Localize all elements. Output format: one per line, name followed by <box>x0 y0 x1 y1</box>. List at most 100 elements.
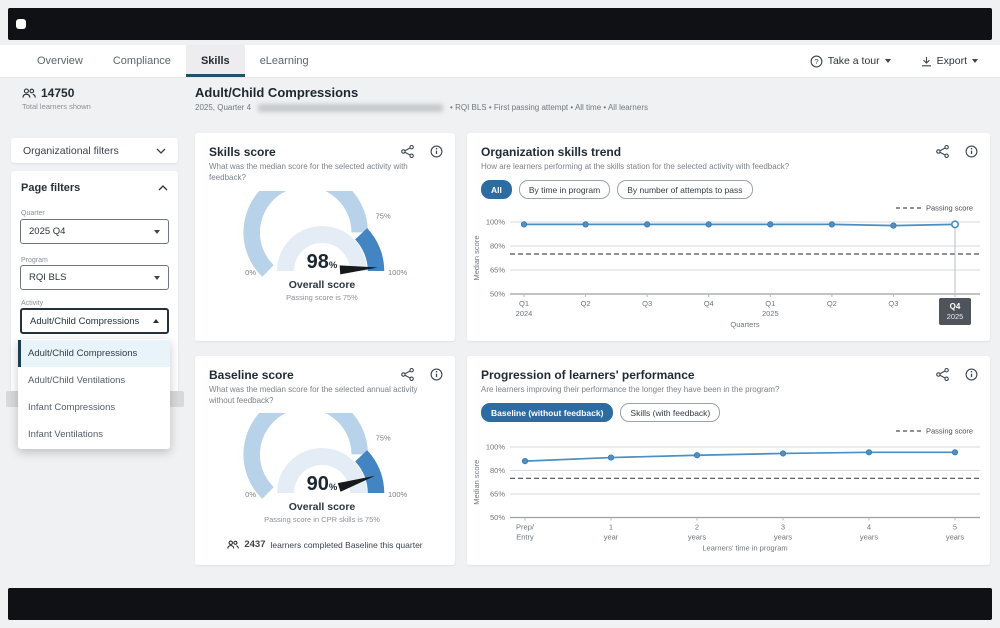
organizational-filters-toggle[interactable]: Organizational filters <box>11 138 178 163</box>
skills-score-card: Skills score What was the median score f… <box>195 133 455 341</box>
svg-text:year: year <box>604 533 619 542</box>
chevron-up-icon <box>158 185 168 191</box>
quarter-value: 2025 Q4 <box>29 226 66 237</box>
tab-skills[interactable]: Skills <box>185 45 245 77</box>
svg-text:2: 2 <box>695 523 699 532</box>
svg-text:90%: 90% <box>307 473 338 495</box>
svg-text:5: 5 <box>953 523 957 532</box>
page-filters-header[interactable]: Page filters <box>21 182 168 194</box>
svg-text:4: 4 <box>867 523 871 532</box>
progression-chart: 100% 80% 65% 50% Prep/Entry 1 year 2 years 3 years… <box>470 423 986 559</box>
page-filters-title: Page filters <box>21 182 81 194</box>
svg-text:0%: 0% <box>245 490 256 499</box>
svg-text:Q2: Q2 <box>827 299 837 308</box>
learners-count: 14750 <box>41 86 75 100</box>
share-icon[interactable] <box>401 368 414 381</box>
info-icon[interactable] <box>965 368 978 381</box>
quarter-select[interactable]: 2025 Q4 <box>20 219 169 244</box>
svg-text:3: 3 <box>781 523 785 532</box>
baseline-score-card: Baseline score What was the median score… <box>195 356 455 565</box>
learners-stat: 14750 Total learners shown <box>22 86 91 111</box>
info-icon[interactable] <box>965 145 978 158</box>
svg-text:years: years <box>946 533 965 542</box>
tab-compliance[interactable]: Compliance <box>112 55 171 67</box>
svg-text:Q3: Q3 <box>888 299 898 308</box>
svg-text:2025: 2025 <box>762 309 779 318</box>
card-subtitle: What was the median score for the select… <box>209 162 408 183</box>
program-label: Program <box>21 257 48 264</box>
svg-text:Overall score: Overall score <box>289 501 356 513</box>
dropdown-option-infant-compressions[interactable]: Infant Compressions <box>28 402 116 413</box>
activity-value: Adult/Child Compressions <box>30 315 140 327</box>
svg-text:75%: 75% <box>376 433 391 442</box>
chevron-up-icon <box>153 319 159 323</box>
svg-text:Median score: Median score <box>472 460 481 505</box>
svg-text:Passing score in CPR skills is: Passing score in CPR skills is 75% <box>264 515 380 524</box>
app-top-bar <box>8 8 992 40</box>
baseline-score-gauge: 0% 100% 75% 90% Overall score Passing score i… <box>210 413 440 541</box>
dropdown-option-adult-child-compressions[interactable]: Adult/Child Compressions <box>18 340 170 367</box>
chevron-down-icon <box>884 59 891 63</box>
svg-text:98%: 98% <box>307 251 338 273</box>
svg-text:65%: 65% <box>490 266 505 275</box>
pill-by-time-in-program[interactable]: By time in program <box>518 180 611 199</box>
baseline-gauge-svg: 0% 100% 75% 90% Overall score Passing score i… <box>243 413 408 524</box>
question-icon: ? <box>810 55 823 68</box>
people-icon <box>227 540 240 549</box>
svg-text:Q4: Q4 <box>704 299 714 308</box>
svg-text:Q4: Q4 <box>950 302 961 311</box>
svg-text:100%: 100% <box>388 490 408 499</box>
tab-overview[interactable]: Overview <box>37 55 83 67</box>
skills-gauge-svg: 0% 100% 75% 98% Overall score Passing score i… <box>243 191 408 302</box>
card-title: Baseline score <box>209 368 294 382</box>
export-button[interactable]: Export <box>921 55 978 67</box>
skills-score-gauge: 0% 100% 75% 98% Overall score Passing score i… <box>210 191 440 319</box>
svg-text:Entry: Entry <box>516 533 534 542</box>
svg-text:Q2: Q2 <box>581 299 591 308</box>
svg-text:80%: 80% <box>490 466 505 475</box>
program-value: RQI BLS <box>29 272 67 283</box>
take-a-tour-button[interactable]: ? Take a tour <box>810 55 891 68</box>
svg-text:50%: 50% <box>490 513 505 522</box>
chevron-down-icon <box>154 275 160 280</box>
svg-text:years: years <box>774 533 793 542</box>
download-icon <box>921 56 932 67</box>
svg-text:2024: 2024 <box>516 309 533 318</box>
activity-dropdown-menu: Adult/Child Compressions Adult/Child Ven… <box>18 339 170 449</box>
svg-text:Q1: Q1 <box>519 299 529 308</box>
chevron-down-icon <box>154 229 160 234</box>
dropdown-option-adult-child-ventilations[interactable]: Adult/Child Ventilations <box>28 375 126 386</box>
info-icon[interactable] <box>430 145 443 158</box>
svg-text:Quarters: Quarters <box>730 320 759 329</box>
share-icon[interactable] <box>936 368 949 381</box>
chevron-down-icon <box>972 59 978 63</box>
info-icon[interactable] <box>430 368 443 381</box>
svg-text:2025: 2025 <box>947 312 964 321</box>
share-icon[interactable] <box>401 145 414 158</box>
pill-by-attempts-to-pass[interactable]: By number of attempts to pass <box>617 180 753 199</box>
dropdown-option-infant-ventilations[interactable]: Infant Ventilations <box>28 429 103 440</box>
baseline-learner-count: 2437 <box>244 539 266 550</box>
subtitle-prefix: 2025, Quarter 4 <box>195 103 252 112</box>
pill-baseline-without-feedback[interactable]: Baseline (without feedback) <box>481 403 614 422</box>
card-subtitle: How are learners performing at the skill… <box>481 162 790 171</box>
svg-text:Passing score: Passing score <box>926 427 973 436</box>
svg-text:100%: 100% <box>388 268 408 277</box>
pill-skills-with-feedback[interactable]: Skills (with feedback) <box>620 403 721 422</box>
svg-text:75%: 75% <box>376 211 391 220</box>
svg-text:Median score: Median score <box>472 235 481 280</box>
svg-text:Prep/: Prep/ <box>516 523 535 532</box>
program-select[interactable]: RQI BLS <box>20 265 169 290</box>
pill-all[interactable]: All <box>481 180 512 199</box>
activity-select[interactable]: Adult/Child Compressions <box>20 308 169 334</box>
learners-count-label: Total learners shown <box>22 102 91 111</box>
svg-text:Passing score is 75%: Passing score is 75% <box>286 293 358 302</box>
share-icon[interactable] <box>936 145 949 158</box>
quarter-label: Quarter <box>21 210 45 217</box>
trend-view-pills: All By time in program By number of atte… <box>481 180 760 199</box>
svg-text:50%: 50% <box>490 290 505 299</box>
tab-elearning[interactable]: eLearning <box>259 55 309 67</box>
card-title: Organization skills trend <box>481 145 622 159</box>
card-subtitle: What was the median score for the select… <box>209 385 418 406</box>
